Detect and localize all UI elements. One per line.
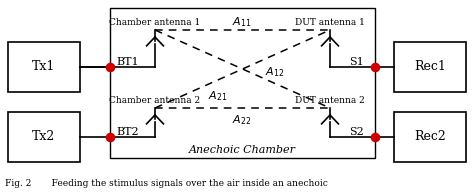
Point bbox=[106, 136, 114, 139]
Text: DUT antenna 1: DUT antenna 1 bbox=[295, 18, 365, 27]
Point bbox=[371, 66, 379, 69]
Text: Chamber antenna 2: Chamber antenna 2 bbox=[109, 96, 201, 105]
Text: Anechoic Chamber: Anechoic Chamber bbox=[189, 145, 296, 155]
Text: $A_{22}$: $A_{22}$ bbox=[232, 113, 252, 127]
Text: Fig. 2       Feeding the stimulus signals over the air inside an anechoic: Fig. 2 Feeding the stimulus signals over… bbox=[5, 178, 328, 188]
Text: DUT antenna 2: DUT antenna 2 bbox=[295, 96, 365, 105]
Text: Tx1: Tx1 bbox=[32, 60, 55, 74]
Bar bbox=[394, 42, 466, 92]
Text: Tx2: Tx2 bbox=[32, 130, 55, 144]
Point bbox=[106, 66, 114, 69]
Bar bbox=[8, 112, 80, 162]
Bar bbox=[110, 8, 375, 158]
Bar bbox=[394, 112, 466, 162]
Text: $A_{12}$: $A_{12}$ bbox=[265, 65, 285, 79]
Text: S2: S2 bbox=[350, 127, 365, 137]
Text: S1: S1 bbox=[350, 57, 365, 67]
Point bbox=[371, 136, 379, 139]
Text: $A_{21}$: $A_{21}$ bbox=[208, 89, 228, 103]
Text: Chamber antenna 1: Chamber antenna 1 bbox=[109, 18, 201, 27]
Text: BT2: BT2 bbox=[117, 127, 139, 137]
Bar bbox=[8, 42, 80, 92]
Text: BT1: BT1 bbox=[117, 57, 139, 67]
Text: Rec2: Rec2 bbox=[414, 130, 446, 144]
Text: Rec1: Rec1 bbox=[414, 60, 446, 74]
Text: $A_{11}$: $A_{11}$ bbox=[232, 15, 252, 29]
